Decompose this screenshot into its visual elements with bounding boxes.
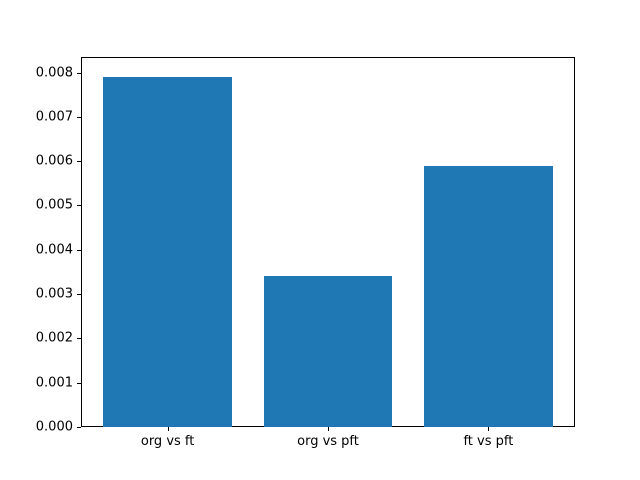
y-tick-mark [77,294,81,296]
y-tick-label: 0.001 [35,375,73,391]
y-tick-mark [77,72,81,74]
x-tick-label: org vs pft [297,434,359,449]
y-tick-label: 0.004 [35,242,73,258]
x-tick-label: org vs ft [140,434,195,449]
y-tick-label: 0.006 [35,153,73,169]
y-tick-label: 0.007 [35,109,73,125]
y-tick-label: 0.002 [35,330,73,346]
bar-org-vs-ft [103,76,232,427]
x-tick-label: ft vs pft [463,434,514,449]
y-tick-label: 0.003 [35,286,73,302]
y-tick-mark [77,205,81,207]
bar-org-vs-pft [263,276,393,427]
x-tick-mark [488,427,490,431]
bar-ft-vs-pft [424,165,553,427]
y-tick-mark [77,338,81,340]
y-tick-mark [77,161,81,163]
x-tick-mark [167,427,169,431]
y-tick-label: 0.000 [35,419,73,435]
y-tick-mark [77,382,81,384]
y-tick-mark [77,116,81,118]
y-tick-label: 0.008 [35,65,73,80]
y-tick-mark [77,427,81,428]
y-tick-label: 0.005 [35,197,73,213]
y-tick-mark [77,249,81,251]
x-tick-mark [328,427,329,431]
